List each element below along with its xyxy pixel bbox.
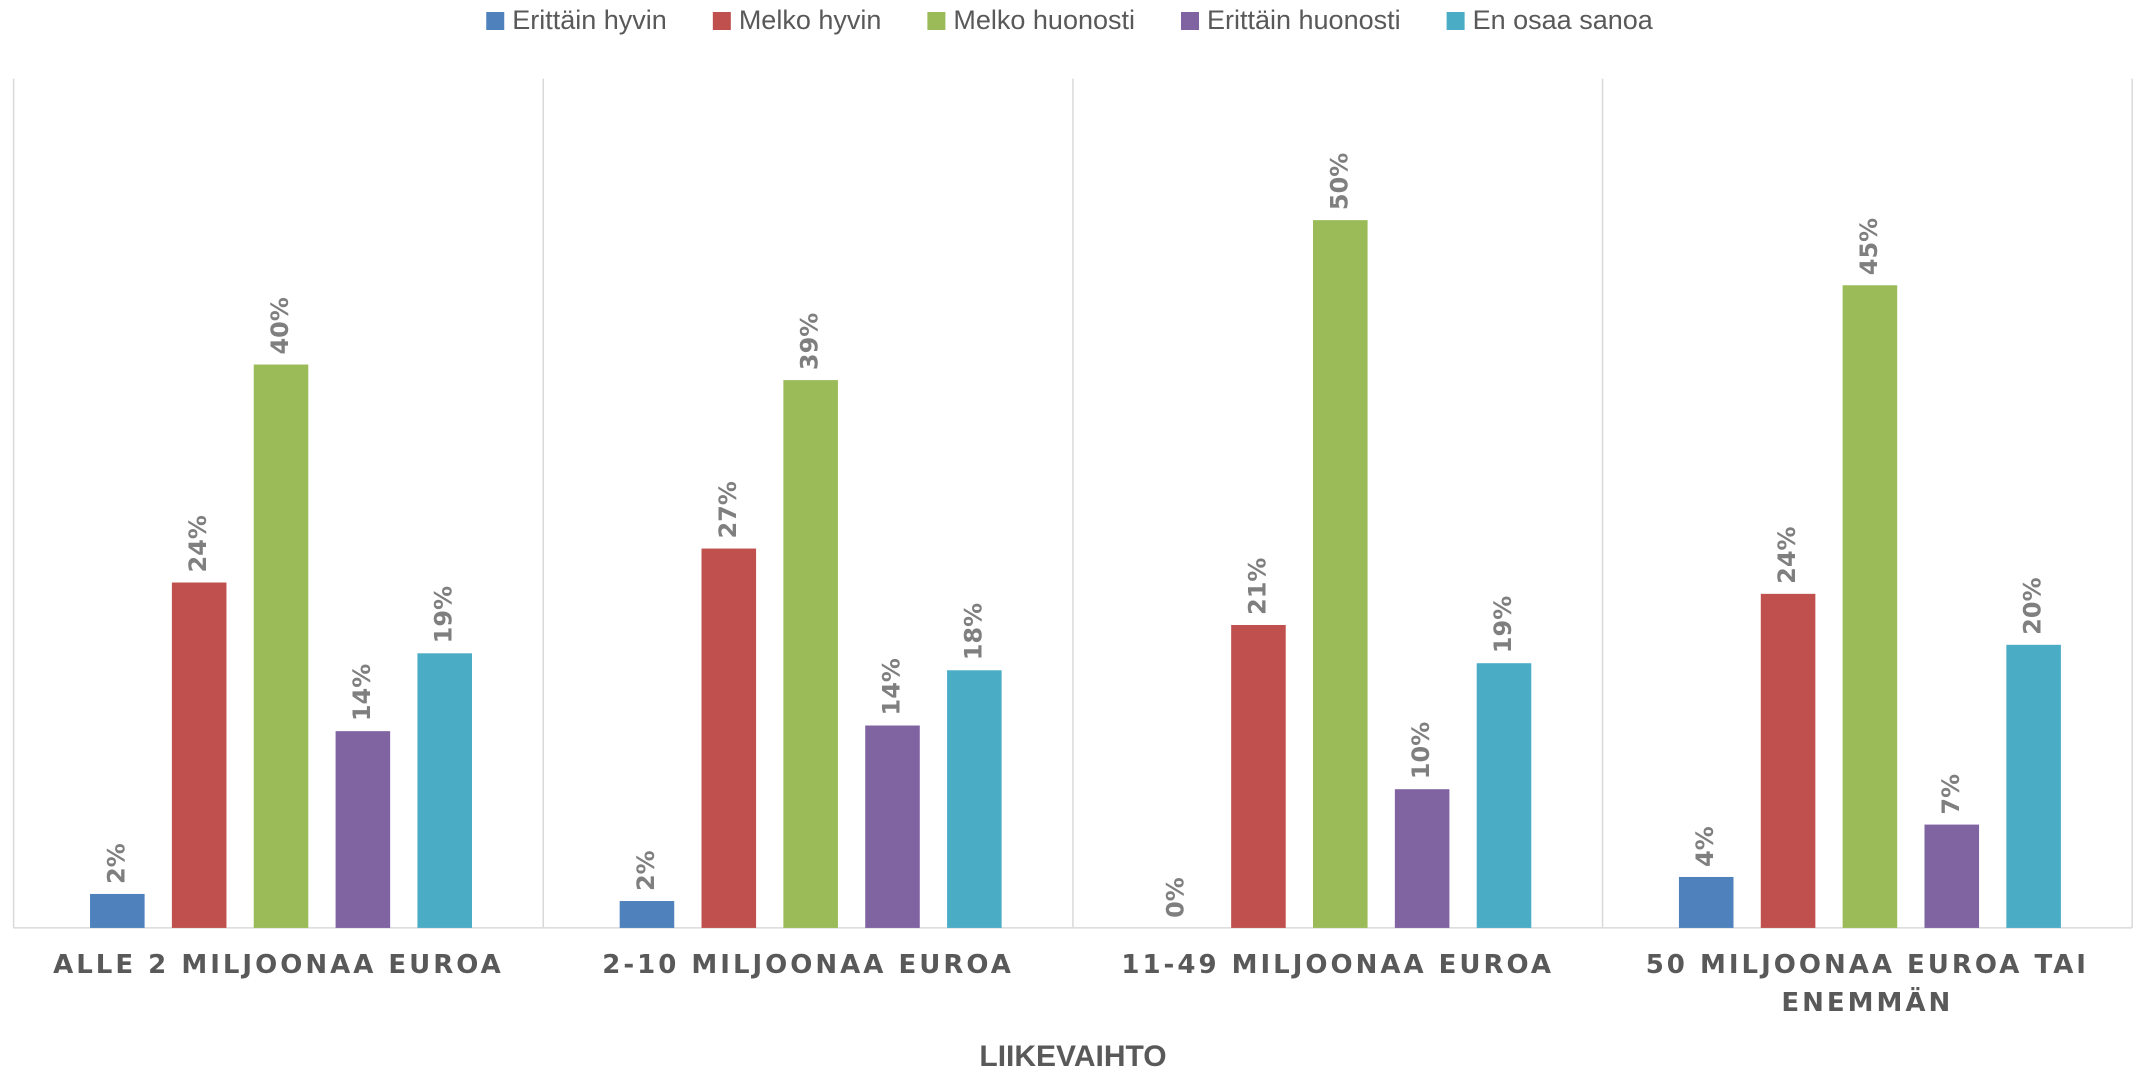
bar — [1394, 789, 1450, 928]
bar — [417, 653, 472, 928]
legend-swatch — [712, 12, 731, 30]
legend-label: Melko huonosti — [953, 5, 1135, 35]
x-tick-label-box: 50 MILJOONAA EUROA TAI ENEMMÄN — [1645, 949, 2089, 1018]
data-label: 14% — [878, 658, 906, 715]
x-tick-label: 50 MILJOONAA EUROA TAI ENEMMÄN — [1645, 949, 2089, 1018]
bar — [1313, 220, 1368, 928]
data-label: 50% — [1325, 153, 1353, 210]
bar — [1476, 663, 1532, 928]
x-tick-label-box: 11-49 MILJOONAA EUROA — [1121, 949, 1555, 980]
bar — [1760, 593, 1816, 928]
data-label: 19% — [430, 586, 458, 643]
legend-label: En osaa sanoa — [1473, 5, 1654, 35]
bar — [1678, 876, 1734, 928]
legend-swatch — [927, 12, 946, 30]
bar — [335, 731, 391, 928]
data-label: 45% — [1855, 218, 1883, 275]
bar — [1842, 285, 1898, 928]
data-label: 27% — [714, 481, 742, 538]
data-label: 19% — [1489, 596, 1517, 653]
data-label: 39% — [796, 313, 824, 370]
bar — [619, 901, 675, 928]
legend-label: Melko hyvin — [739, 5, 882, 35]
data-label: 2% — [102, 843, 130, 884]
bar — [865, 725, 920, 928]
bar — [1231, 624, 1286, 928]
bar — [90, 893, 145, 928]
data-label: 7% — [1937, 774, 1965, 815]
data-label: 10% — [1407, 722, 1435, 779]
bar — [947, 670, 1002, 928]
legend: Erittäin hyvin Melko hyvin Melko huonosti E… — [486, 5, 1654, 35]
data-label: 14% — [348, 664, 376, 721]
bar — [783, 380, 838, 928]
x-tick-label: 2-10 MILJOONAA EUROA — [602, 949, 1014, 980]
data-label: 40% — [266, 297, 294, 354]
x-tick-label: ALLE 2 MILJOONAA EUROA — [53, 949, 504, 980]
legend-swatch — [486, 12, 505, 30]
x-tick-label: 11-49 MILJOONAA EUROA — [1121, 949, 1555, 980]
x-tick-label-box: 2-10 MILJOONAA EUROA — [602, 949, 1014, 980]
bar — [171, 582, 227, 928]
legend-label: Erittäin huonosti — [1207, 5, 1401, 35]
x-tick-label-box: ALLE 2 MILJOONAA EUROA — [53, 949, 504, 980]
legend-label: Erittäin hyvin — [512, 5, 667, 35]
bar — [1924, 824, 1980, 928]
data-label: 24% — [184, 515, 212, 572]
bar — [2006, 644, 2061, 928]
data-label: 24% — [1773, 526, 1801, 583]
legend-swatch — [1446, 12, 1465, 30]
bar — [253, 364, 309, 928]
legend-swatch — [1180, 12, 1199, 30]
data-label: 2% — [632, 850, 660, 891]
data-label: 20% — [2019, 577, 2047, 634]
data-label: 0% — [1162, 877, 1190, 918]
data-label: 18% — [959, 603, 987, 660]
data-label: 21% — [1243, 558, 1271, 615]
bar — [701, 548, 757, 928]
x-axis-title: LIIKEVAIHTO — [979, 1040, 1166, 1073]
data-label: 4% — [1691, 826, 1719, 867]
